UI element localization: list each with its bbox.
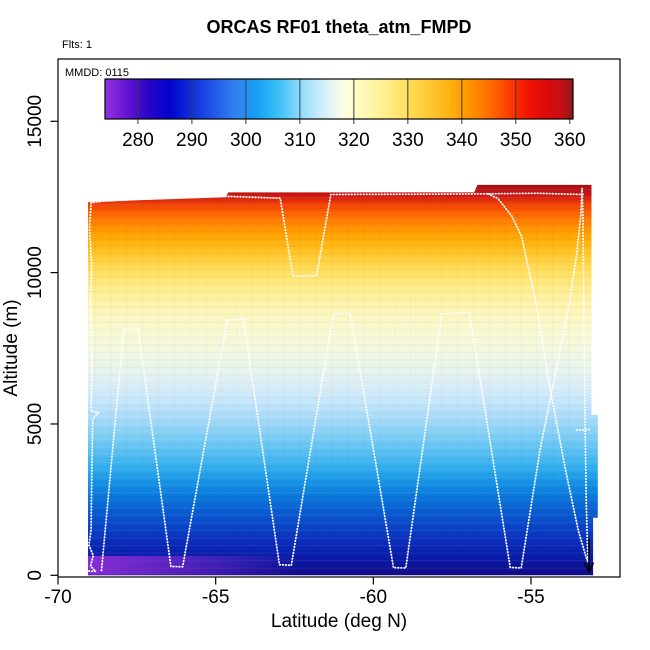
y-tick-label: 10000 [25,246,46,299]
x-tick-label: -65 [202,587,229,608]
y-axis-title: Altitude (m) [1,299,22,396]
legend-date-annotation: MMDD: 0115 [65,67,129,79]
x-tick-label: -55 [517,587,544,608]
flight-end-arrow [583,538,595,574]
page-title: ORCAS RF01 theta_atm_FMPD [206,17,471,37]
colorbar-tick-label: 360 [554,130,586,151]
colorbar-tick-label: 290 [176,130,208,151]
x-tick-label: -70 [44,587,71,608]
theta-field [87,184,598,576]
x-tick-label: -60 [360,587,387,608]
colorbar: 280 290 300 310 320 330 340 350 360 [104,78,586,151]
x-axis-title: Latitude (deg N) [271,611,407,632]
y-tick-label: 5000 [25,403,46,445]
colorbar-tick-label: 280 [122,130,154,151]
colorbar-tick-label: 320 [338,130,370,151]
flight-track [86,187,592,573]
colorbar-tick-label: 310 [284,130,316,151]
colorbar-tick-label: 330 [392,130,424,151]
colorbar-tick-label: 300 [230,130,262,151]
y-tick-label: 15000 [25,95,46,148]
colorbar-tick-label: 350 [500,130,532,151]
colorbar-tick-label: 340 [446,130,478,151]
flights-annotation: Flts: 1 [62,39,92,51]
y-tick-label: 0 [25,570,46,581]
axes: -70 -65 -60 -55 0 5000 10000 15000 [25,58,621,608]
